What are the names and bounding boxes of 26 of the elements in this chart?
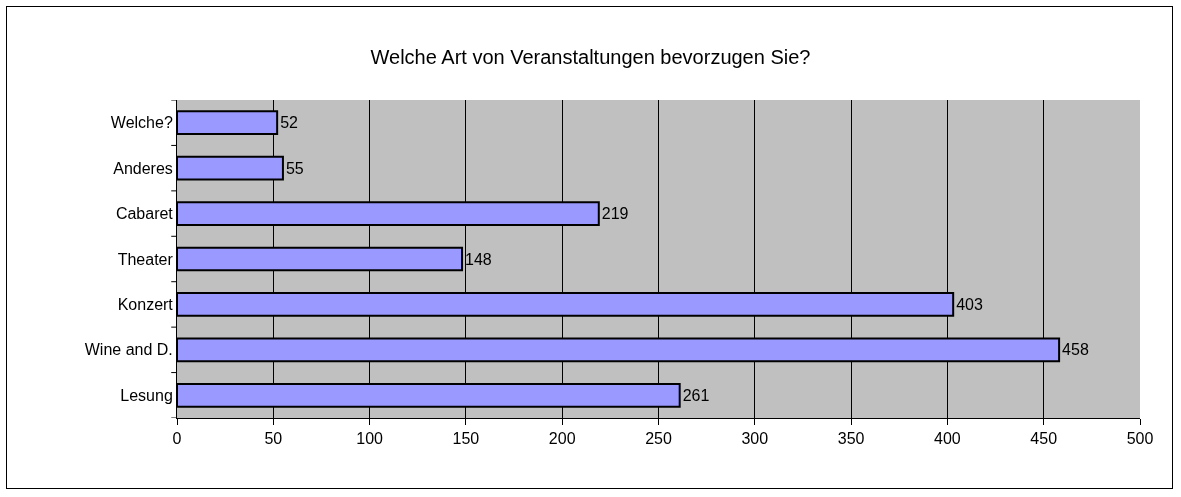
data-label: 403 <box>956 295 983 313</box>
y-tick-label: Wine and D. <box>84 341 173 359</box>
x-tick-label: 450 <box>1030 430 1058 448</box>
data-label: 261 <box>682 386 710 404</box>
data-label: 458 <box>1062 341 1089 359</box>
y-tick-label: Lesung <box>120 386 173 404</box>
y-tick-label: Konzert <box>117 296 174 314</box>
x-tick-label: 350 <box>837 430 865 448</box>
x-tick-label: 400 <box>934 430 961 448</box>
y-tick-label: Welche? <box>110 114 173 132</box>
x-tick-label: 0 <box>172 430 182 448</box>
x-tick-label: 200 <box>548 430 576 448</box>
data-label: 219 <box>601 205 629 223</box>
chart-title: Welche Art von Veranstaltungen bevorzugen Sie? <box>370 45 811 68</box>
data-label: 148 <box>465 250 492 268</box>
y-tick-label: Cabaret <box>115 205 174 223</box>
x-tick-label: 250 <box>645 430 672 448</box>
x-tick-label: 50 <box>264 430 283 448</box>
x-tick-label: 300 <box>741 430 769 448</box>
data-label: 52 <box>280 114 299 132</box>
x-tick-label: 500 <box>1126 430 1154 448</box>
y-tick-label: Anderes <box>113 159 173 177</box>
x-tick-label: 100 <box>356 430 384 448</box>
y-tick-label: Theater <box>117 250 174 268</box>
data-label: 55 <box>285 159 304 177</box>
x-tick-label: 150 <box>452 430 480 448</box>
